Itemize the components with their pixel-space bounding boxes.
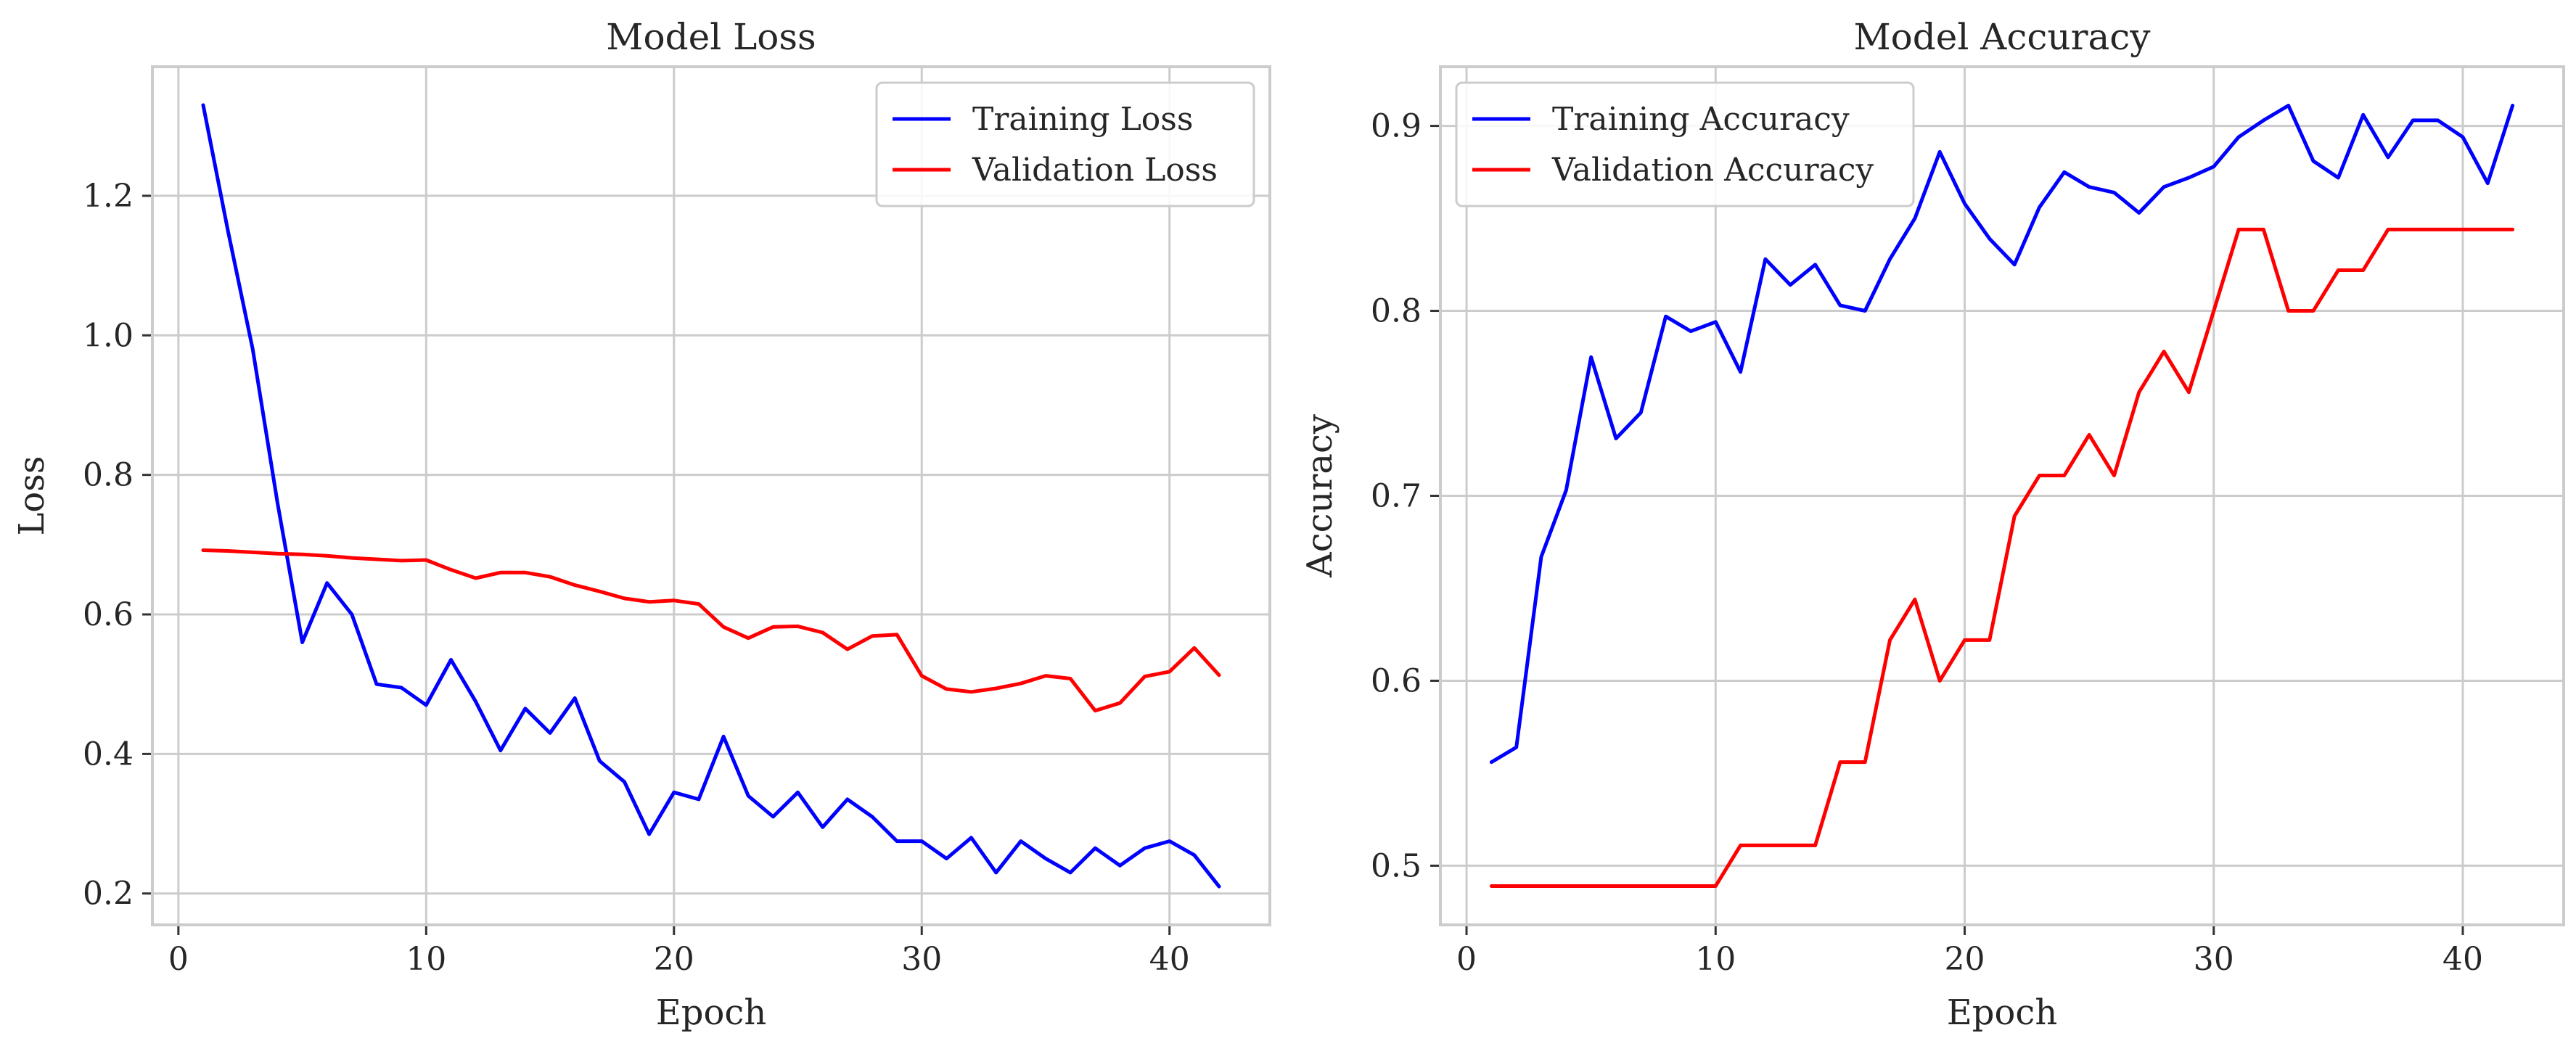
y-tick-label: 0.5: [1371, 847, 1422, 884]
legend-label: Training Loss: [972, 101, 1193, 138]
y-tick-label: 0.4: [83, 736, 134, 773]
chart-panel-0: 0 10 20 30 40 0.2 0.4 0.6 0.8 1.0 1.2 Model Loss Epo…: [12, 16, 1271, 1033]
legend: Training Accuracy Validation Accuracy: [1455, 81, 1915, 207]
chart-title: Model Loss: [606, 16, 816, 58]
x-tick-label: 40: [1149, 941, 1190, 978]
series-line-0: [1489, 104, 2515, 765]
x-tick-label: 0: [1456, 941, 1477, 978]
x-axis-label: Epoch: [656, 992, 766, 1033]
series-line-1: [1489, 227, 2515, 888]
x-tick-label: 30: [901, 941, 942, 978]
x-tick-label: 40: [2442, 941, 2483, 978]
legend: Training Loss Validation Loss: [875, 81, 1255, 207]
x-tick-label: 20: [654, 941, 694, 978]
y-tick-label: 0.7: [1371, 478, 1422, 515]
y-tick-label: 0.9: [1371, 108, 1422, 145]
series-line-1: [201, 548, 1221, 713]
plot-frame: [151, 65, 1271, 926]
y-axis-label: Loss: [12, 456, 52, 535]
x-tick-label: 20: [1945, 941, 1985, 978]
plot-frame: [1439, 65, 2565, 926]
y-tick-label: 1.0: [83, 317, 134, 354]
x-tick-label: 10: [1695, 941, 1736, 978]
legend-label: Training Accuracy: [1552, 101, 1850, 138]
legend-box: [1455, 81, 1915, 207]
x-tick-label: 10: [406, 941, 446, 978]
y-tick-label: 1.2: [83, 178, 134, 215]
y-tick-label: 0.6: [1371, 662, 1422, 699]
x-axis-label: Epoch: [1947, 992, 2057, 1033]
y-tick-label: 0.2: [83, 876, 134, 913]
legend-label: Validation Accuracy: [1551, 152, 1874, 189]
x-tick-label: 30: [2194, 941, 2234, 978]
y-axis-label: Accuracy: [1300, 414, 1340, 578]
chart-title: Model Accuracy: [1853, 16, 2151, 58]
series-line-0: [201, 103, 1221, 889]
y-tick-label: 0.8: [1371, 293, 1422, 330]
y-tick-label: 0.6: [83, 596, 134, 633]
legend-label: Validation Loss: [972, 152, 1218, 189]
x-tick-label: 0: [168, 941, 189, 978]
legend-box: [875, 81, 1255, 207]
y-tick-label: 0.8: [83, 457, 134, 494]
chart-panel-1: 0 10 20 30 40 0.5 0.6 0.7 0.8 0.9 Model Accuracy Ep…: [1300, 16, 2565, 1033]
